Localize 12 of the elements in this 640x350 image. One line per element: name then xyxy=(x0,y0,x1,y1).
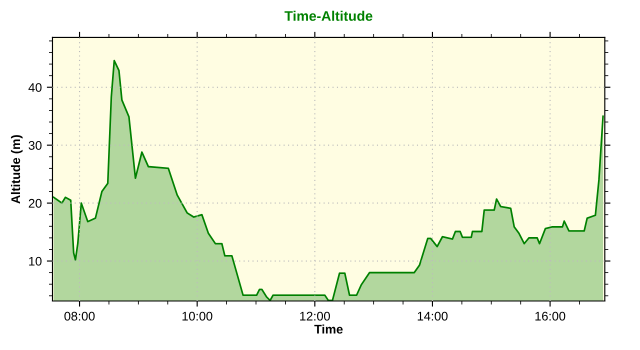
y-tick-label: 30 xyxy=(28,140,42,150)
y-tick-label: 10 xyxy=(29,256,42,266)
x-tick-label: 14:00 xyxy=(418,312,448,321)
x-tick-label: 10:00 xyxy=(182,312,212,321)
x-tick-label: 12:00 xyxy=(300,312,330,321)
chart-title: Time-Altitude xyxy=(284,10,372,21)
x-axis-title: Time xyxy=(314,324,343,334)
y-axis-title: Altitude (m) xyxy=(10,135,23,204)
x-tick-label: 08:00 xyxy=(64,312,95,321)
y-tick-label: 40 xyxy=(28,83,42,92)
x-tick-label: 16:00 xyxy=(535,312,566,321)
y-tick-label: 20 xyxy=(28,198,42,208)
